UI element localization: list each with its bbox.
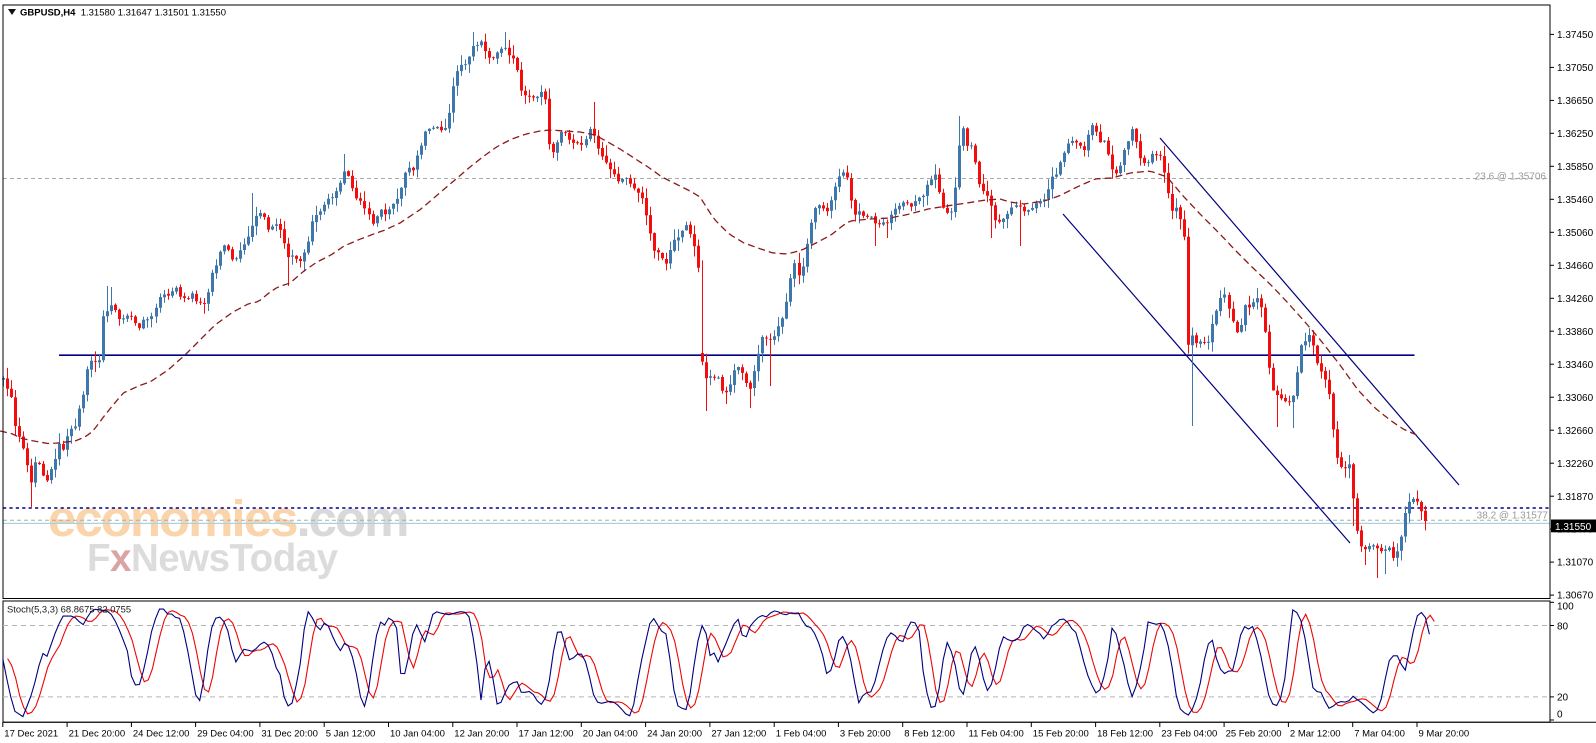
- svg-text:1.33860: 1.33860: [1557, 327, 1594, 338]
- svg-text:1.36650: 1.36650: [1557, 96, 1594, 107]
- svg-text:5 Jan 12:00: 5 Jan 12:00: [326, 729, 376, 740]
- svg-text:27 Jan 12:00: 27 Jan 12:00: [711, 729, 766, 740]
- svg-text:17 Jan 12:00: 17 Jan 12:00: [519, 729, 574, 740]
- svg-text:23.6 @ 1.35706: 23.6 @ 1.35706: [1475, 172, 1547, 183]
- svg-text:80: 80: [1557, 621, 1569, 632]
- svg-text:3 Feb 20:00: 3 Feb 20:00: [840, 729, 891, 740]
- svg-text:23 Feb 04:00: 23 Feb 04:00: [1161, 729, 1217, 740]
- svg-text:1.35850: 1.35850: [1557, 162, 1594, 173]
- svg-text:38.2 @ 1.31577: 38.2 @ 1.31577: [1477, 511, 1549, 522]
- svg-text:1.37050: 1.37050: [1557, 63, 1594, 74]
- svg-text:1.34660: 1.34660: [1557, 261, 1594, 272]
- svg-text:20 Jan 04:00: 20 Jan 04:00: [583, 729, 638, 740]
- svg-text:0: 0: [1557, 710, 1563, 721]
- svg-text:24 Dec 12:00: 24 Dec 12:00: [133, 729, 190, 740]
- svg-text:17 Dec 2021: 17 Dec 2021: [4, 729, 58, 740]
- svg-text:economies.com: economies.com: [48, 490, 407, 547]
- svg-text:1.31870: 1.31870: [1557, 492, 1594, 503]
- svg-text:1.31070: 1.31070: [1557, 558, 1594, 569]
- svg-text:1.32260: 1.32260: [1557, 459, 1594, 470]
- svg-text:2 Mar 12:00: 2 Mar 12:00: [1290, 729, 1341, 740]
- svg-text:24 Jan 20:00: 24 Jan 20:00: [647, 729, 702, 740]
- svg-text:Stoch(5,3,3) 68.8675 82.0755: Stoch(5,3,3) 68.8675 82.0755: [7, 604, 131, 615]
- svg-text:1.35460: 1.35460: [1557, 195, 1594, 206]
- svg-text:20: 20: [1557, 693, 1569, 704]
- svg-text:25 Feb 20:00: 25 Feb 20:00: [1226, 729, 1282, 740]
- svg-text:1.31550: 1.31550: [1555, 522, 1592, 533]
- svg-text:1.37450: 1.37450: [1557, 30, 1594, 41]
- svg-text:FxNewsToday: FxNewsToday: [87, 537, 339, 580]
- svg-text:1 Feb 04:00: 1 Feb 04:00: [776, 729, 827, 740]
- svg-text:11 Feb 04:00: 11 Feb 04:00: [969, 729, 1024, 740]
- svg-text:9 Mar 20:00: 9 Mar 20:00: [1419, 729, 1470, 740]
- svg-text:1.32660: 1.32660: [1557, 426, 1594, 437]
- svg-text:1.30670: 1.30670: [1557, 591, 1594, 602]
- svg-text:GBPUSD,H4 1.31580 1.31647 1.3: GBPUSD,H4 1.31580 1.31647 1.31501 1.3155…: [20, 8, 226, 19]
- svg-text:31 Dec 20:00: 31 Dec 20:00: [261, 729, 318, 740]
- svg-text:100: 100: [1557, 602, 1574, 613]
- svg-text:1.34260: 1.34260: [1557, 294, 1594, 305]
- svg-text:29 Dec 04:00: 29 Dec 04:00: [197, 729, 254, 740]
- svg-text:18 Feb 12:00: 18 Feb 12:00: [1097, 729, 1153, 740]
- svg-text:12 Jan 20:00: 12 Jan 20:00: [454, 729, 509, 740]
- svg-text:10 Jan 04:00: 10 Jan 04:00: [390, 729, 445, 740]
- svg-text:1.33460: 1.33460: [1557, 360, 1594, 371]
- svg-text:7 Mar 04:00: 7 Mar 04:00: [1354, 729, 1405, 740]
- svg-text:1.36250: 1.36250: [1557, 129, 1594, 140]
- svg-text:1.33060: 1.33060: [1557, 393, 1594, 404]
- svg-text:15 Feb 20:00: 15 Feb 20:00: [1033, 729, 1089, 740]
- svg-text:1.35060: 1.35060: [1557, 228, 1594, 239]
- svg-text:8 Feb 12:00: 8 Feb 12:00: [904, 729, 955, 740]
- svg-text:21 Dec 20:00: 21 Dec 20:00: [69, 729, 126, 740]
